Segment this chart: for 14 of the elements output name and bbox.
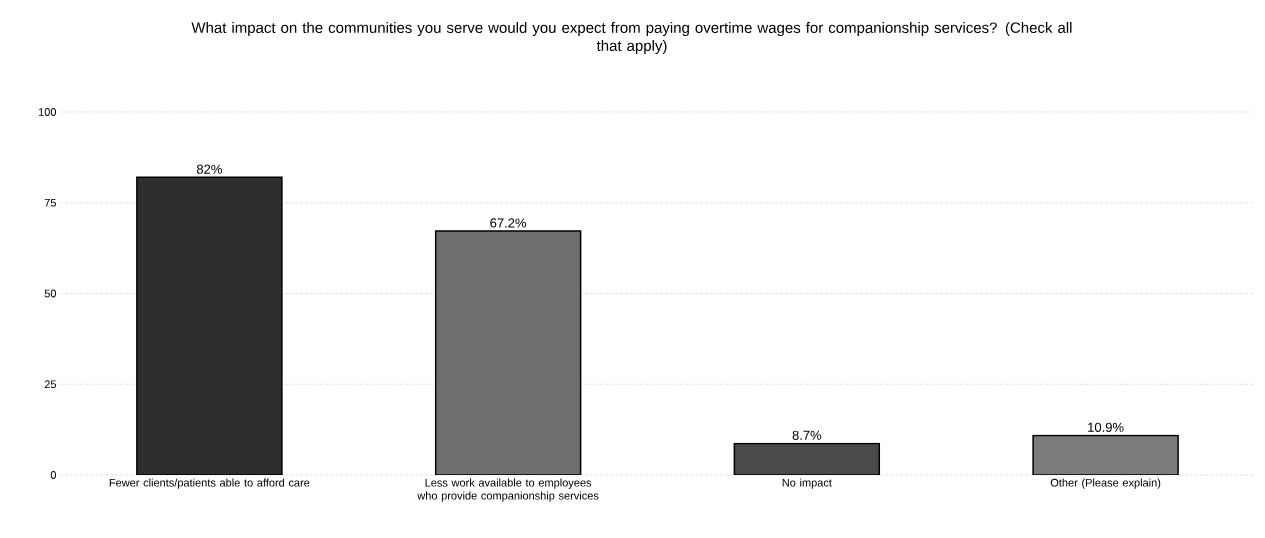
y-tick-label: 50 bbox=[44, 289, 57, 298]
x-tick-label: No impact bbox=[782, 478, 832, 489]
data-label: 8.7% bbox=[792, 430, 822, 440]
data-label: 82% bbox=[196, 164, 222, 174]
y-tick-label: 0 bbox=[50, 471, 57, 479]
y-tick-label: 25 bbox=[44, 380, 56, 389]
x-tick-label: Less work available to employees who provide companionship services bbox=[417, 478, 599, 502]
x-tick-label: Fewer clients/patients able to afford care bbox=[109, 478, 310, 489]
data-label: 10.9% bbox=[1088, 422, 1124, 432]
chart-title: What impact on the communities you serve would you expect from paying overtime wages for companionship services? (Check all that apply) bbox=[191, 22, 1072, 54]
data-label: 67.2% bbox=[490, 218, 527, 228]
y-tick-label: 75 bbox=[44, 198, 56, 207]
x-tick-label: Other (Please explain) bbox=[1050, 478, 1161, 489]
y-tick-label: 100 bbox=[38, 108, 57, 116]
